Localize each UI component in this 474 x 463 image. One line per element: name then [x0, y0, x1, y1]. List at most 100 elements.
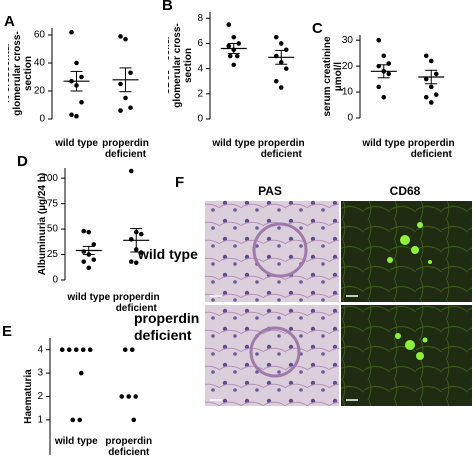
data-point — [81, 228, 87, 234]
y-tick-label: 4 — [37, 344, 43, 355]
data-point — [123, 95, 128, 101]
data-point — [433, 92, 439, 97]
data-point — [128, 259, 134, 264]
cd68-stain — [395, 333, 428, 360]
data-point — [428, 58, 434, 64]
data-point — [278, 85, 284, 90]
x-tick-label: wild type — [55, 138, 98, 149]
y-tick-label: 0 — [347, 113, 353, 124]
data-point — [128, 105, 133, 111]
data-point — [278, 41, 284, 46]
y-tick-label: 0 — [52, 275, 58, 286]
data-point — [123, 36, 128, 42]
y-tick-label: 0 — [197, 114, 203, 125]
y-tick-label: 3 — [37, 368, 43, 379]
data-point — [118, 34, 123, 39]
data-point — [381, 94, 387, 100]
error-bar — [119, 67, 132, 93]
data-point — [128, 168, 134, 174]
cd68-stain — [387, 222, 432, 264]
row-label: wild type — [138, 246, 198, 262]
y-tick-label: 20 — [34, 86, 46, 97]
y-label-box: Haematuria — [23, 369, 34, 424]
x-tick-label: wild type — [54, 436, 98, 447]
row-label-box: properdin deficient — [134, 310, 200, 343]
panel-letter: A — [4, 13, 15, 30]
pas-image-wild-type — [205, 201, 339, 302]
panel-letter: C — [312, 20, 323, 37]
data-point — [423, 53, 429, 59]
error-bar — [130, 228, 143, 253]
y-label-box: serum creatinine µmol/l — [322, 36, 344, 117]
data-point — [138, 250, 144, 255]
error-bar — [82, 245, 95, 256]
data-point — [226, 22, 232, 27]
data-point — [79, 74, 84, 80]
data-point — [118, 81, 123, 87]
data-point — [70, 417, 76, 423]
data-point — [129, 347, 135, 353]
x-label-box: properdin deficient — [105, 436, 152, 458]
x-tick-label: wild type — [67, 292, 111, 303]
data-point — [381, 53, 387, 59]
data-point — [74, 60, 79, 66]
data-point — [87, 347, 93, 353]
column-label: CD68 — [390, 184, 421, 198]
error-bar — [227, 42, 240, 55]
y-tick-label: 30 — [342, 35, 354, 46]
y-label-box: CD68+ cells/ glomerular cross-section — [168, 23, 194, 108]
panel-letter: F — [175, 174, 184, 191]
y-tick-label: 60 — [34, 30, 46, 41]
data-point — [283, 66, 289, 71]
x-label-box: wild type — [212, 138, 255, 149]
y-tick-label: 40 — [34, 58, 46, 69]
panel-letter: E — [2, 323, 12, 340]
pas-image-properdin-deficient — [205, 305, 339, 406]
y-tick-label: 100 — [41, 173, 58, 184]
data-point — [133, 394, 139, 399]
y-label-box: % crescents/ glomerular cross-section — [8, 31, 34, 115]
glomerulus — [249, 326, 301, 378]
x-tick-label: wild type — [362, 138, 406, 149]
x-label-box: properdin deficient — [113, 292, 160, 314]
x-label-box: wild type — [54, 436, 98, 447]
data-point — [118, 108, 123, 113]
y-tick-label: 2 — [197, 88, 203, 99]
glomerulus — [252, 222, 308, 278]
data-point — [376, 37, 382, 43]
data-point — [122, 347, 128, 353]
y-axis-label: Haematuria — [23, 369, 34, 424]
data-point — [433, 71, 439, 77]
data-point — [69, 29, 74, 35]
y-tick-label: 1 — [37, 415, 43, 426]
data-point — [69, 112, 74, 118]
data-point — [231, 34, 237, 40]
x-label-box: wild type — [55, 138, 98, 149]
x-label-box: properdin deficient — [408, 138, 455, 160]
data-point — [91, 257, 97, 262]
data-point — [59, 347, 65, 353]
row-label: properdin deficient — [134, 310, 200, 343]
y-label-box: Albuminuria (µg/24 h) — [37, 172, 48, 276]
y-axis-label: serum creatinine µmol/l — [322, 36, 344, 117]
data-point — [126, 394, 132, 399]
cd68-image-properdin-deficient — [341, 305, 472, 406]
data-point — [128, 70, 133, 76]
y-tick-label: 20 — [342, 61, 354, 72]
cd68-image-wild-type — [341, 201, 472, 302]
y-tick-label: 75 — [47, 198, 59, 209]
y-tick-label: 6 — [197, 38, 203, 49]
y-axis-label: CD68+ cells/ glomerular cross-section — [168, 23, 194, 108]
data-point — [86, 265, 92, 271]
data-point — [428, 100, 434, 105]
x-label-box: properdin deficient — [258, 138, 305, 160]
data-point — [386, 71, 392, 77]
data-point — [81, 259, 87, 264]
data-point — [86, 229, 92, 235]
y-tick-label: 0 — [39, 114, 45, 125]
y-tick-label: 8 — [197, 13, 203, 24]
y-axis-label: Albuminuria (µg/24 h) — [37, 172, 48, 276]
y-tick-label: 4 — [197, 63, 203, 74]
data-point — [227, 53, 233, 59]
